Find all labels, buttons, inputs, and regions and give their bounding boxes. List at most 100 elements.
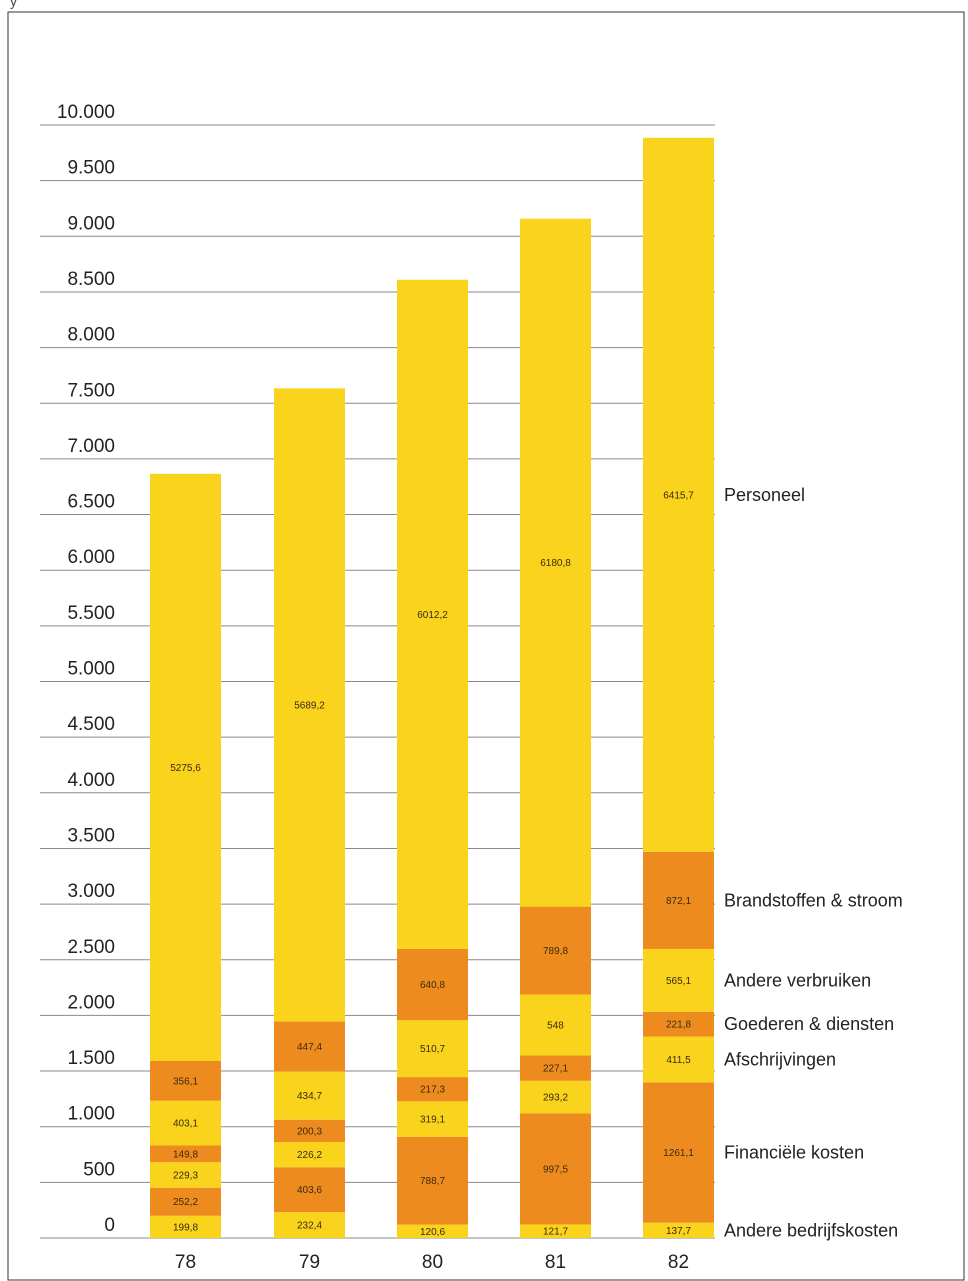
data-label: 1261,1 (663, 1148, 694, 1159)
bar-segment (274, 1212, 345, 1238)
bar-segment (520, 906, 591, 995)
x-axis-tick-labels: 78 79 80 81 82 (175, 1252, 689, 1273)
bar-segment (397, 1020, 468, 1078)
bar-segment (643, 1036, 714, 1083)
y-tick-label: 10.000 (57, 102, 115, 123)
data-label: 120,6 (420, 1227, 445, 1238)
data-label: 411,5 (666, 1055, 691, 1066)
data-label: 548 (547, 1021, 564, 1032)
y-tick-label: 3.000 (67, 881, 115, 902)
data-label: 221,8 (666, 1020, 691, 1031)
data-label: 434,7 (297, 1091, 322, 1102)
data-label: 121,7 (543, 1227, 568, 1238)
y-tick-label: 7.500 (67, 380, 115, 401)
data-label: 403,1 (173, 1119, 198, 1130)
data-label: 640,8 (420, 980, 445, 991)
bars: 199,8 252,2 229,3 149,8 403,1 356,1 5275,6 232,… (150, 137, 714, 1238)
data-label: 403,6 (297, 1185, 322, 1196)
data-label: 227,1 (543, 1064, 568, 1075)
legend-item: Brandstoffen & stroom (724, 890, 903, 910)
legend-item: Personeel (724, 485, 805, 505)
y-tick-label: 1.000 (67, 1104, 115, 1125)
data-label: 252,2 (173, 1197, 198, 1208)
bar-segment (520, 1224, 591, 1238)
data-label: 788,7 (420, 1176, 445, 1187)
y-axis-tick-labels: 0 500 1.000 1.500 2.000 2.500 3.000 3.500 4.000 4… (57, 102, 115, 1236)
data-label: 319,1 (420, 1115, 445, 1126)
bar-segment (150, 1145, 221, 1163)
y-tick-label: 7.000 (67, 436, 115, 457)
y-tick-label: 4.500 (67, 714, 115, 735)
bar-segment (397, 279, 468, 949)
data-label: 137,7 (666, 1226, 691, 1237)
bar-segment (274, 1142, 345, 1168)
bar-segment (150, 1100, 221, 1146)
bar-segment (397, 1136, 468, 1225)
bar-segment (274, 1119, 345, 1143)
y-tick-label: 5.000 (67, 659, 115, 680)
data-label: 6180,8 (540, 558, 571, 569)
bar-segment (274, 1021, 345, 1072)
bar-segment (520, 1055, 591, 1081)
y-tick-label: 6.000 (67, 547, 115, 568)
y-tick-label: 4.000 (67, 770, 115, 791)
y-tick-label: 5.500 (67, 603, 115, 624)
bar-segment (150, 1060, 221, 1101)
bar-segment (643, 1011, 714, 1037)
bar-segment (397, 1101, 468, 1137)
data-label: 149,8 (173, 1149, 198, 1160)
y-tick-label: 8.500 (67, 269, 115, 290)
data-label: 6415,7 (663, 490, 694, 501)
data-label: 5689,2 (294, 700, 325, 711)
legend: Andere bedrijfskosten Financiële kosten Af… (724, 485, 903, 1241)
data-label: 356,1 (173, 1076, 198, 1087)
y-tick-label: 9.000 (67, 213, 115, 234)
y-tick-label: 2.500 (67, 937, 115, 958)
bar-segment (643, 137, 714, 852)
y-tick-label: 2.000 (67, 992, 115, 1013)
data-label: 293,2 (543, 1093, 568, 1104)
y-tick-label: 6.500 (67, 492, 115, 513)
y-tick-label: 500 (83, 1159, 115, 1180)
y-tick-label: 8.000 (67, 325, 115, 346)
x-tick-label: 81 (545, 1252, 566, 1273)
bar-segment (520, 994, 591, 1056)
data-label: 226,2 (297, 1150, 322, 1161)
data-label: 447,4 (297, 1042, 322, 1053)
data-label: 565,1 (666, 976, 691, 987)
bar-segment (520, 1080, 591, 1114)
bar-segment (643, 1082, 714, 1223)
x-tick-label: 80 (422, 1252, 443, 1273)
x-tick-label: 79 (299, 1252, 320, 1273)
data-label: 6012,2 (417, 610, 448, 621)
data-label: 789,8 (543, 946, 568, 957)
bar-segment (643, 851, 714, 949)
y-tick-label: 0 (104, 1215, 115, 1236)
bar-segment (520, 1113, 591, 1225)
bar-segment (274, 1167, 345, 1213)
bar-segment (643, 948, 714, 1012)
bar-segment (520, 218, 591, 907)
data-label: 872,1 (666, 896, 691, 907)
legend-item: Goederen & diensten (724, 1014, 894, 1034)
x-tick-label: 82 (668, 1252, 689, 1273)
bar-segment (397, 1224, 468, 1238)
bar-segment (150, 1162, 221, 1188)
data-label: 199,8 (173, 1222, 198, 1233)
bar-segment (274, 1071, 345, 1120)
data-label: 5275,6 (170, 763, 201, 774)
data-label: 200,3 (297, 1126, 322, 1137)
bar-segment (643, 1222, 714, 1238)
gridlines (40, 124, 715, 1239)
y-tick-label: 9.500 (67, 158, 115, 179)
data-label: 229,3 (173, 1170, 198, 1181)
legend-item: Andere verbruiken (724, 970, 871, 990)
cropped-corner-glyph: y (10, 0, 17, 9)
bar-segment (274, 388, 345, 1022)
data-label: 510,7 (420, 1044, 445, 1055)
bar-segment (150, 473, 221, 1061)
legend-item: Financiële kosten (724, 1142, 864, 1162)
legend-item: Andere bedrijfskosten (724, 1220, 898, 1240)
data-label: 217,3 (420, 1085, 445, 1096)
